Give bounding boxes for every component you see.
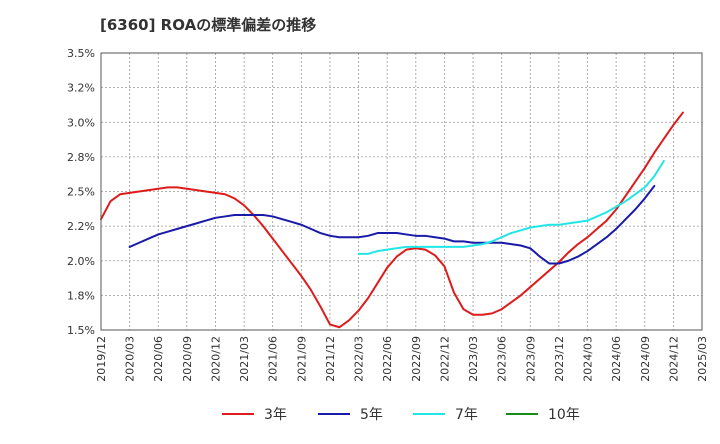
x-tick-label: 2021/12 — [324, 336, 337, 382]
legend-label: 10年 — [548, 407, 580, 423]
y-tick-label: 2.5% — [67, 186, 95, 199]
x-tick-label: 2024/06 — [610, 336, 623, 382]
y-tick-label: 2.0% — [67, 255, 95, 268]
x-tick-label: 2024/03 — [582, 336, 595, 382]
x-tick-label: 2024/12 — [667, 336, 680, 382]
x-tick-label: 2023/09 — [524, 336, 537, 382]
x-tick-label: 2020/12 — [209, 336, 222, 382]
x-tick-label: 2022/09 — [410, 336, 423, 382]
x-tick-label: 2023/12 — [553, 336, 566, 382]
x-tick-label: 2020/03 — [124, 336, 137, 382]
y-tick-label: 2.2% — [67, 220, 95, 233]
legend-label: 3年 — [264, 407, 287, 423]
x-tick-label: 2023/03 — [467, 336, 480, 382]
x-tick-label: 2021/03 — [238, 336, 251, 382]
y-tick-label: 3.0% — [67, 116, 95, 129]
series-line — [100, 111, 684, 329]
legend-label: 7年 — [455, 407, 478, 423]
x-tick-label: 2025/03 — [696, 336, 709, 382]
y-tick-label: 1.8% — [67, 289, 95, 302]
x-tick-label: 2023/06 — [496, 336, 509, 382]
plot-frame — [100, 52, 703, 331]
series-line — [128, 184, 656, 265]
y-tick-label: 1.5% — [67, 324, 95, 337]
x-tick-label: 2021/09 — [295, 336, 308, 382]
series-line — [357, 160, 665, 255]
legend-label: 5年 — [360, 407, 383, 423]
y-tick-label: 3.2% — [67, 82, 95, 95]
chart-title: [6360] ROAの標準偏差の推移 — [100, 16, 317, 34]
y-tick-label: 2.8% — [67, 151, 95, 164]
x-tick-label: 2022/06 — [381, 336, 394, 382]
x-tick-label: 2020/09 — [181, 336, 194, 382]
y-tick-label: 3.5% — [67, 47, 95, 60]
x-tick-label: 2024/09 — [639, 336, 652, 382]
x-tick-label: 2019/12 — [95, 336, 108, 382]
x-tick-label: 2021/06 — [267, 336, 280, 382]
x-tick-label: 2022/12 — [438, 336, 451, 382]
x-tick-label: 2022/03 — [353, 336, 366, 382]
x-tick-label: 2020/06 — [152, 336, 165, 382]
